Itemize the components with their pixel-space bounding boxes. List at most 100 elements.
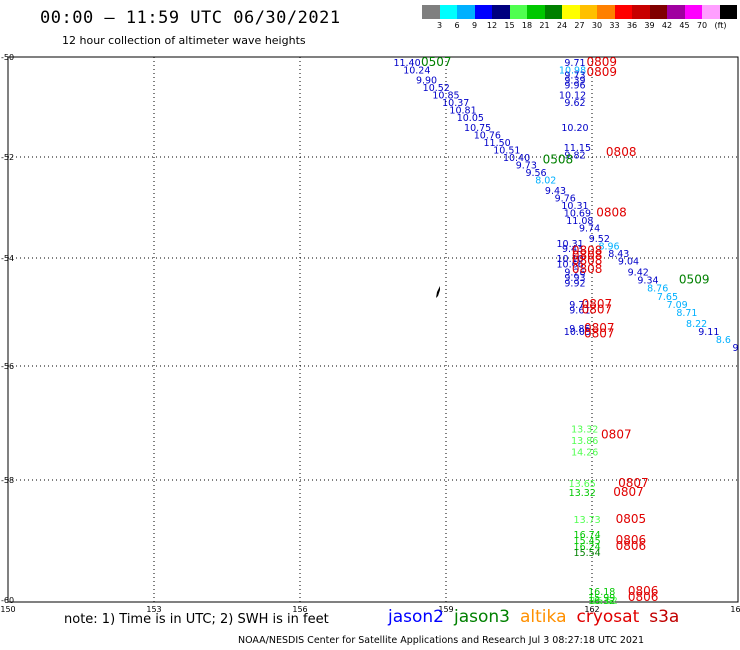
swh-value: 10.75	[464, 123, 491, 134]
swh-value: 10.10	[556, 254, 583, 265]
colorbar-label: 15	[504, 21, 515, 30]
coastline-feature	[436, 286, 440, 298]
colorbar-swatch	[457, 5, 475, 19]
colorbar-unit: (ft)	[714, 21, 727, 30]
pass-time: 0509	[679, 273, 710, 287]
swh-value: 8.76	[647, 284, 668, 295]
swh-value: 9.42	[628, 268, 649, 279]
pass-time: 0807	[584, 321, 615, 335]
swh-value: 9.73	[516, 161, 537, 172]
pass-time: 0806	[616, 539, 647, 553]
pass-time: 0808	[606, 145, 637, 159]
satellite-legend-item: jason2	[388, 607, 444, 627]
colorbar-label: 45	[679, 21, 690, 30]
swh-value: 9.62	[564, 98, 585, 109]
swh-value: 9.71	[569, 300, 590, 311]
swh-value: 13.73	[574, 515, 601, 526]
colorbar-swatch	[649, 5, 667, 19]
swh-value: 8.43	[608, 249, 629, 260]
credit-line: NOAA/NESDIS Center for Satellite Applica…	[238, 635, 644, 646]
colorbar-label: 18	[521, 21, 533, 30]
swh-value: 8.71	[676, 308, 697, 319]
swh-value: 10.40	[503, 153, 530, 164]
x-tick-label: 165	[730, 605, 740, 614]
swh-value: 13.32	[571, 425, 598, 436]
swh-value: 8.96	[598, 241, 619, 252]
satellite-legend-item: s3a	[649, 607, 680, 627]
swh-value: 16.24	[574, 542, 601, 553]
swh-value: 9.61	[569, 305, 590, 316]
pass-time: 0807	[584, 327, 615, 341]
colorbar-label: 30	[591, 21, 603, 30]
satellite-legend-item: jason3	[454, 607, 510, 627]
pass-time: 0808	[572, 248, 603, 262]
swh-value: 10.12	[559, 91, 586, 102]
pass-time: 0808	[572, 243, 603, 257]
colorbar-swatch	[684, 5, 702, 19]
y-tick-label: -54	[1, 254, 14, 263]
swh-value: 16.32	[588, 596, 615, 607]
x-tick-label: 162	[584, 605, 599, 614]
swh-values: 11.4010.249.9010.5210.8510.3710.8110.051…	[393, 58, 738, 607]
colorbar-swatch	[579, 5, 597, 19]
pass-time: 0806	[616, 533, 647, 547]
swh-value: 9.52	[589, 234, 610, 245]
map-subtitle: 12 hour collection of altimeter wave hei…	[62, 34, 306, 47]
swh-value: 9.76	[555, 193, 576, 204]
colorbar-label: 39	[644, 21, 655, 30]
y-tick-label: -52	[1, 153, 14, 162]
colorbar-label: 42	[661, 21, 673, 30]
pass-time: 0508	[543, 153, 574, 167]
satellite-legend-item: altika	[520, 607, 567, 627]
swh-value: 10.98	[559, 66, 586, 77]
swh-value: 11.50	[483, 138, 510, 149]
swh-value: 10.81	[449, 106, 476, 117]
colorbar-label: 6	[454, 21, 460, 30]
swh-value: 9	[733, 343, 739, 354]
swh-value: 8.6	[716, 335, 731, 346]
map-grid	[8, 57, 738, 602]
pass-time: 0805	[616, 512, 647, 526]
pass-time: 0806	[628, 584, 659, 598]
swh-value: 10.52	[423, 83, 450, 94]
swh-value: 10.31	[556, 239, 583, 250]
swh-value: 10.69	[564, 209, 591, 220]
swh-value: 15.62	[591, 596, 618, 607]
swh-value: 9.56	[525, 168, 546, 179]
swh-value: 9.85	[569, 324, 590, 335]
colorbar-label: 21	[539, 21, 550, 30]
x-tick-label: 150	[0, 605, 15, 614]
x-tick-label: 159	[438, 605, 453, 614]
swh-value: 7.09	[667, 300, 688, 311]
colorbar-swatch	[492, 5, 510, 19]
colorbar-swatches	[422, 5, 737, 19]
x-tick-label: 153	[146, 605, 161, 614]
swh-value: 16.18	[588, 587, 615, 598]
colorbar-labels: 3 6 9 12 15 18 21 24 27 30 33 36 39 42 45 70 (ft)	[422, 19, 737, 33]
swh-value: 13.86	[571, 436, 598, 447]
swh-value: 9.39	[564, 76, 585, 87]
swh-value: 9.04	[618, 257, 639, 268]
swh-value: 9.92	[564, 278, 585, 289]
pass-time-labels: 0507 080908090508080808080808080808080808…	[421, 55, 709, 604]
swh-value: 10.85	[432, 91, 459, 102]
pass-time: 0808	[596, 206, 627, 220]
swh-value: 11.08	[566, 216, 593, 227]
satellite-legend: jason2 jason3 altika cryosat s3a	[388, 607, 679, 627]
pass-time: 0807	[618, 476, 649, 490]
y-tick-label: -58	[1, 476, 14, 485]
colorbar-swatch	[509, 5, 527, 19]
swh-value: 10.20	[561, 123, 588, 134]
colorbar-swatch	[702, 5, 720, 19]
pass-time: 0807	[582, 302, 613, 316]
y-tick-label: -60	[1, 596, 14, 605]
swh-value: 10.24	[403, 66, 430, 77]
colorbar-swatch	[614, 5, 632, 19]
y-tick-label: -56	[1, 362, 14, 371]
colorbar-swatch	[422, 5, 440, 19]
swh-value: 10.76	[474, 131, 501, 142]
colorbar-label: 70	[696, 21, 708, 30]
swh-value: 9.34	[637, 276, 658, 287]
colorbar-label: 27	[574, 21, 585, 30]
x-tick-label: 156	[292, 605, 307, 614]
